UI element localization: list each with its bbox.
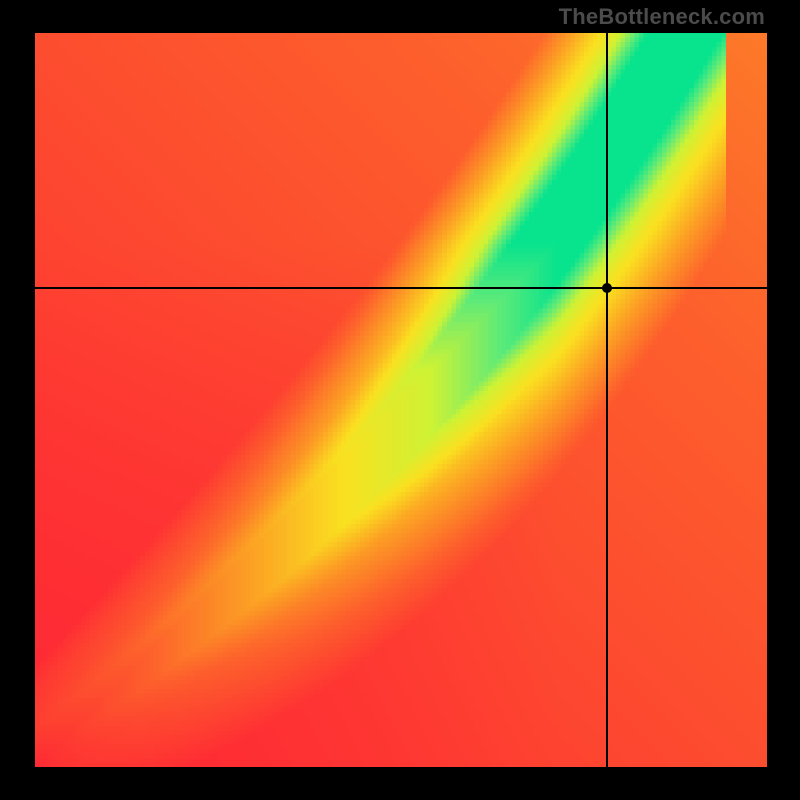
crosshair-horizontal [35,287,767,289]
watermark-text: TheBottleneck.com [559,4,765,30]
chart-container: TheBottleneck.com [0,0,800,800]
crosshair-marker [602,283,612,293]
heatmap-canvas [35,33,767,767]
crosshair-vertical [606,33,608,767]
